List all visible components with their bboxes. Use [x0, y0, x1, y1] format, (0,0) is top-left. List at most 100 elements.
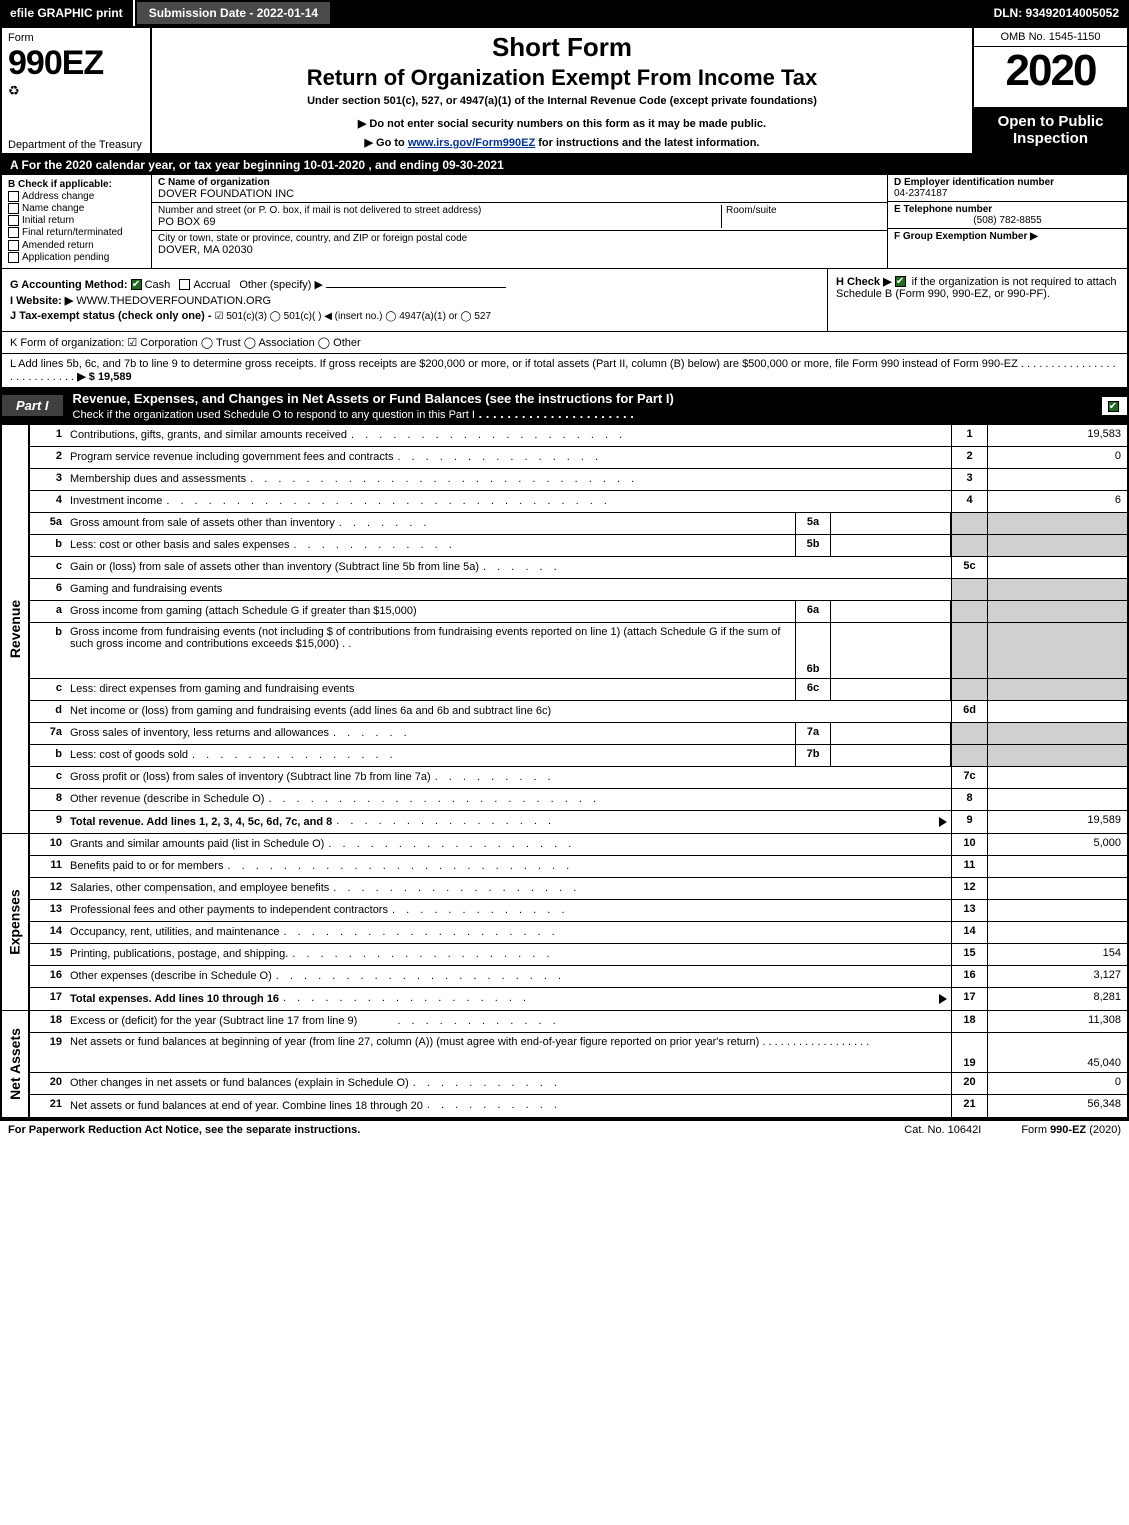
check-final-return[interactable]: Final return/terminated [8, 227, 145, 238]
net-assets-label: Net Assets [2, 1011, 30, 1117]
col-g-i-j: G Accounting Method: ✔Cash Accrual Other… [2, 269, 827, 331]
line-4: 4Investment income. . . . . . . . . . . … [30, 491, 1127, 513]
box-b: B Check if applicable: Address change Na… [2, 175, 152, 268]
addr-value: PO BOX 69 [158, 216, 721, 228]
line-5a: 5aGross amount from sale of assets other… [30, 513, 1127, 535]
room-suite-label: Room/suite [721, 205, 881, 228]
box-d-e-f: D Employer identification number 04-2374… [887, 175, 1127, 268]
dln-label: DLN: 93492014005052 [984, 0, 1129, 26]
revenue-section: Revenue 1Contributions, gifts, grants, a… [2, 425, 1127, 834]
line-6a: aGross income from gaming (attach Schedu… [30, 601, 1127, 623]
paperwork-notice: For Paperwork Reduction Act Notice, see … [8, 1124, 864, 1136]
tax-year: 2020 [974, 47, 1127, 95]
city-label: City or town, state or province, country… [158, 233, 881, 244]
header-left: Form 990EZ ♻ Department of the Treasury [2, 28, 152, 153]
irs-link[interactable]: www.irs.gov/Form990EZ [408, 137, 535, 149]
department-label: Department of the Treasury [8, 139, 144, 151]
page-footer: For Paperwork Reduction Act Notice, see … [0, 1121, 1129, 1139]
box-c: C Name of organization DOVER FOUNDATION … [152, 175, 887, 268]
line-5b: bLess: cost or other basis and sales exp… [30, 535, 1127, 557]
city-value: DOVER, MA 02030 [158, 244, 881, 256]
line-19: 19Net assets or fund balances at beginni… [30, 1033, 1127, 1073]
check-h[interactable]: ✔ [895, 276, 906, 287]
short-form-title: Short Form [162, 32, 962, 63]
line-6: 6Gaming and fundraising events [30, 579, 1127, 601]
check-address-change[interactable]: Address change [8, 191, 145, 202]
addr-label: Number and street (or P. O. box, if mail… [158, 205, 721, 216]
submission-date-button[interactable]: Submission Date - 2022-01-14 [135, 0, 332, 26]
line-2: 2Program service revenue including gover… [30, 447, 1127, 469]
org-name: DOVER FOUNDATION INC [158, 188, 881, 200]
line-18: 18Excess or (deficit) for the year (Subt… [30, 1011, 1127, 1033]
line-9: 9Total revenue. Add lines 1, 2, 3, 4, 5c… [30, 811, 1127, 833]
line-12: 12Salaries, other compensation, and empl… [30, 878, 1127, 900]
spacer [332, 0, 983, 26]
line-7a: 7aGross sales of inventory, less returns… [30, 723, 1127, 745]
form-frame: Form 990EZ ♻ Department of the Treasury … [0, 26, 1129, 1121]
recycle-icon: ♻ [8, 83, 144, 99]
form-header: Form 990EZ ♻ Department of the Treasury … [2, 28, 1127, 155]
part-i-header: Part I Revenue, Expenses, and Changes in… [2, 388, 1127, 425]
line-6c: cLess: direct expenses from gaming and f… [30, 679, 1127, 701]
box-h: H Check ▶ ✔ if the organization is not r… [827, 269, 1127, 331]
arrow-icon [939, 817, 947, 827]
omb-number: OMB No. 1545-1150 [974, 28, 1127, 47]
line-5c: cGain or (loss) from sale of assets othe… [30, 557, 1127, 579]
line-1: 1Contributions, gifts, grants, and simil… [30, 425, 1127, 447]
top-toolbar: efile GRAPHIC print Submission Date - 20… [0, 0, 1129, 26]
line-21: 21Net assets or fund balances at end of … [30, 1095, 1127, 1117]
do-not-enter-text: ▶ Do not enter social security numbers o… [162, 117, 962, 130]
expenses-section: Expenses 10Grants and similar amounts pa… [2, 834, 1127, 1011]
open-to-public: Open to Public Inspection [974, 107, 1127, 153]
header-right: OMB No. 1545-1150 2020 Open to Public In… [972, 28, 1127, 153]
check-amended-return[interactable]: Amended return [8, 240, 145, 251]
line-3: 3Membership dues and assessments. . . . … [30, 469, 1127, 491]
form-ref: Form 990-EZ (2020) [1021, 1124, 1121, 1136]
form-number: 990EZ [8, 44, 144, 83]
boxes-b-c-d-row: B Check if applicable: Address change Na… [2, 175, 1127, 269]
line-14: 14Occupancy, rent, utilities, and mainte… [30, 922, 1127, 944]
check-application-pending[interactable]: Application pending [8, 252, 145, 263]
form-word: Form [8, 32, 144, 44]
line-7b: bLess: cost of goods sold. . . . . . . .… [30, 745, 1127, 767]
group-exemption-label: F Group Exemption Number ▶ [894, 231, 1121, 242]
check-accrual[interactable] [179, 279, 190, 290]
under-section-text: Under section 501(c), 527, or 4947(a)(1)… [162, 95, 962, 107]
line-6b: bGross income from fundraising events (n… [30, 623, 1127, 679]
line-11: 11Benefits paid to or for members. . . .… [30, 856, 1127, 878]
line-13: 13Professional fees and other payments t… [30, 900, 1127, 922]
row-g-h: G Accounting Method: ✔Cash Accrual Other… [2, 269, 1127, 332]
check-cash[interactable]: ✔ [131, 279, 142, 290]
org-name-label: C Name of organization [158, 177, 881, 188]
box-b-title: B Check if applicable: [8, 179, 145, 190]
phone-label: E Telephone number [894, 204, 1121, 215]
efile-print-button[interactable]: efile GRAPHIC print [0, 0, 135, 26]
part-i-check[interactable]: ✔ [1101, 397, 1127, 415]
line-k: K Form of organization: ☑ Corporation ◯ … [2, 332, 1127, 354]
part-i-tag: Part I [2, 395, 63, 416]
line-15: 15Printing, publications, postage, and s… [30, 944, 1127, 966]
arrow-icon [939, 994, 947, 1004]
line-i: I Website: ▶ WWW.THEDOVERFOUNDATION.ORG [10, 294, 819, 307]
goto-pre: ▶ Go to [365, 137, 408, 149]
line-20: 20Other changes in net assets or fund ba… [30, 1073, 1127, 1095]
line-10: 10Grants and similar amounts paid (list … [30, 834, 1127, 856]
line-l: L Add lines 5b, 6c, and 7b to line 9 to … [2, 354, 1127, 388]
line-j: J Tax-exempt status (check only one) - ☑… [10, 310, 819, 322]
part-i-title: Revenue, Expenses, and Changes in Net As… [63, 388, 1101, 424]
revenue-label: Revenue [2, 425, 30, 833]
line-g: G Accounting Method: ✔Cash Accrual Other… [10, 278, 819, 291]
line-16: 16Other expenses (describe in Schedule O… [30, 966, 1127, 988]
check-name-change[interactable]: Name change [8, 203, 145, 214]
header-center: Short Form Return of Organization Exempt… [152, 28, 972, 153]
cat-no: Cat. No. 10642I [904, 1124, 981, 1136]
website-link[interactable]: WWW.THEDOVERFOUNDATION.ORG [76, 295, 271, 307]
line-7c: cGross profit or (loss) from sales of in… [30, 767, 1127, 789]
check-initial-return[interactable]: Initial return [8, 215, 145, 226]
ein-value: 04-2374187 [894, 188, 1121, 199]
goto-post: for instructions and the latest informat… [535, 137, 759, 149]
line-8: 8Other revenue (describe in Schedule O).… [30, 789, 1127, 811]
line-6d: dNet income or (loss) from gaming and fu… [30, 701, 1127, 723]
ein-label: D Employer identification number [894, 177, 1121, 188]
phone-value: (508) 782-8855 [894, 215, 1121, 226]
